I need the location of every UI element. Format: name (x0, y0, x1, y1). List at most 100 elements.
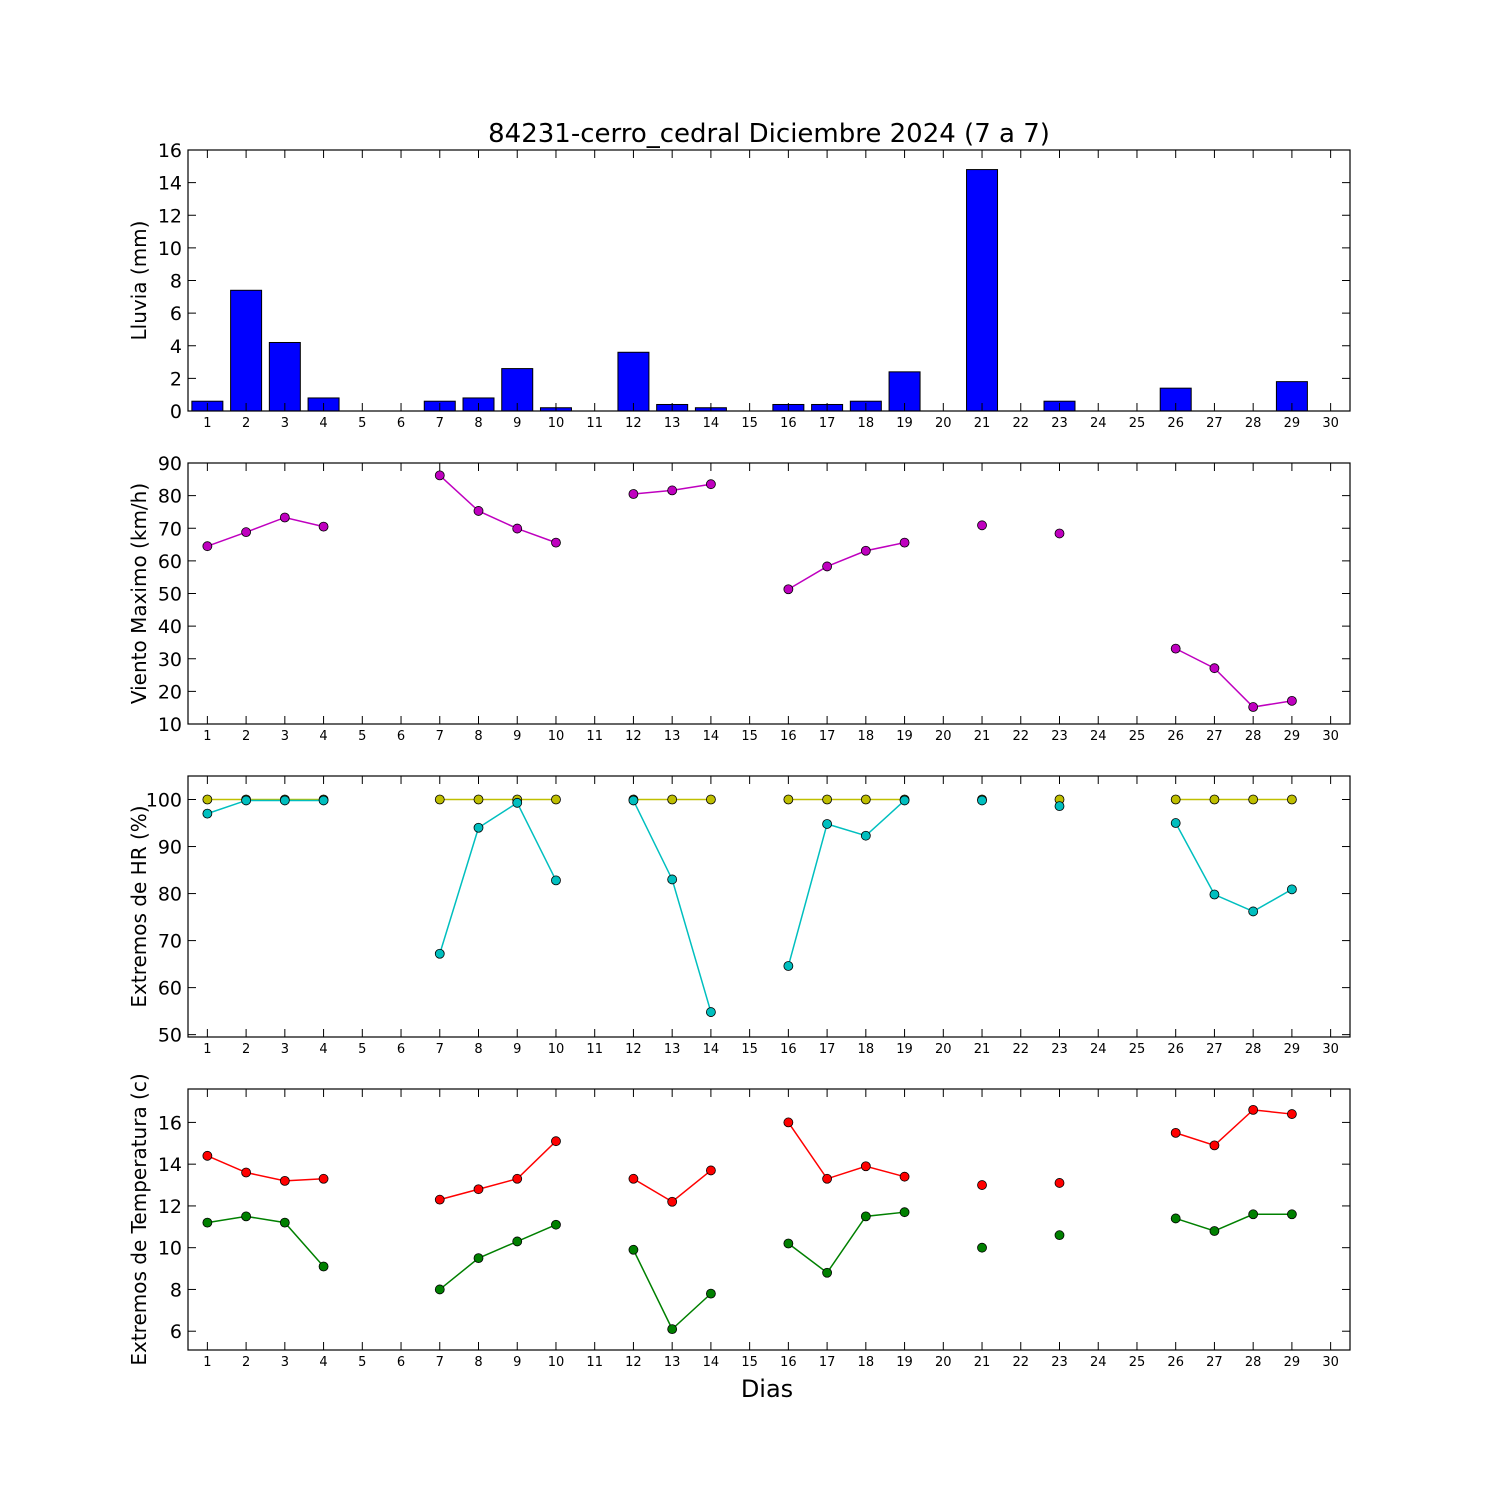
point-series-1-day-3 (279, 512, 290, 523)
xtick-label: 15 (741, 416, 758, 431)
ytick-label: 16 (158, 1112, 182, 1134)
xtick-label: 5 (358, 729, 366, 744)
series-1-line (439, 474, 557, 544)
xtick-label: 2 (242, 416, 250, 431)
point-series-2-day-10 (551, 1219, 561, 1230)
xtick-label: 28 (1245, 1042, 1262, 1057)
xtick-label: 27 (1206, 1042, 1223, 1057)
bar-day-2 (230, 289, 263, 412)
point-series-2-day-21 (977, 1242, 987, 1253)
ytick-label: 60 (158, 978, 182, 1000)
ytick-label: 70 (158, 518, 182, 540)
xtick-label: 17 (819, 416, 836, 431)
point-series-2-day-17 (822, 819, 832, 829)
xtick-label: 10 (548, 1042, 565, 1057)
point-series-1-day-27 (1209, 794, 1220, 805)
xtick-label: 30 (1322, 729, 1339, 744)
ytick-label: 6 (170, 1321, 182, 1343)
xtick-label: 21 (974, 729, 991, 744)
xtick-label: 25 (1129, 1042, 1146, 1057)
xtick-label: 15 (741, 1042, 758, 1057)
point-series-1-day-1 (202, 1150, 213, 1161)
plot-frame (187, 1088, 1351, 1351)
ytick-label: 70 (158, 931, 182, 953)
xtick-label: 11 (586, 729, 603, 744)
ytick-label: 10 (158, 714, 182, 736)
point-series-1-day-27 (1209, 1140, 1220, 1151)
point-series-1-day-28 (1248, 702, 1259, 712)
series-2-line (207, 799, 324, 815)
xtick-label: 26 (1167, 729, 1184, 744)
xtick-label: 14 (703, 729, 720, 744)
point-series-1-day-7 (434, 794, 445, 805)
xtick-label: 18 (858, 1042, 875, 1057)
point-series-1-day-12 (628, 489, 639, 499)
point-series-1-day-18 (860, 794, 871, 805)
series-2-line (1175, 1213, 1292, 1232)
ytick-label: 12 (158, 205, 182, 227)
xtick-label: 18 (858, 1355, 875, 1370)
series-2-line (787, 799, 906, 967)
xtick-label: 19 (896, 1355, 913, 1370)
xtick-label: 13 (664, 1355, 681, 1370)
point-series-1-day-13 (667, 1196, 678, 1207)
ytick-label: 10 (158, 1238, 182, 1260)
xtick-label: 19 (896, 416, 913, 431)
xtick-label: 29 (1284, 1355, 1301, 1370)
series-1-line (439, 1140, 557, 1201)
xtick-label: 9 (513, 729, 521, 744)
ytick-label: 80 (158, 884, 182, 906)
xtick-label: 14 (703, 1355, 720, 1370)
xtick-label: 30 (1322, 1355, 1339, 1370)
xtick-label: 6 (397, 1042, 405, 1057)
point-series-2-day-16 (783, 961, 794, 971)
xtick-label: 24 (1090, 416, 1107, 431)
series-1-line (207, 516, 324, 547)
xtick-label: 1 (203, 1355, 211, 1370)
point-series-1-day-9 (512, 523, 523, 534)
bar-day-21 (966, 169, 999, 412)
xtick-label: 28 (1245, 416, 1262, 431)
xtick-label: 26 (1167, 416, 1184, 431)
series-1-line (787, 541, 905, 590)
point-series-2-day-29 (1287, 1209, 1297, 1220)
point-series-2-day-18 (860, 830, 871, 841)
xtick-label: 15 (741, 729, 758, 744)
point-series-1-day-16 (783, 1117, 794, 1128)
y-axis-label: Extremos de HR (%) (127, 805, 151, 1007)
xtick-label: 7 (436, 1355, 444, 1370)
xtick-label: 20 (935, 729, 952, 744)
ytick-label: 14 (158, 173, 182, 195)
point-series-1-day-28 (1248, 794, 1259, 805)
xtick-label: 5 (358, 1042, 366, 1057)
point-series-2-day-29 (1287, 884, 1297, 895)
ytick-label: 50 (158, 1025, 182, 1047)
xtick-label: 22 (1012, 1355, 1029, 1370)
xtick-label: 18 (858, 729, 875, 744)
point-series-1-day-10 (551, 1136, 561, 1147)
point-series-2-day-23 (1054, 1230, 1065, 1241)
point-series-2-day-9 (512, 797, 523, 808)
xtick-label: 17 (819, 1042, 836, 1057)
point-series-1-day-26 (1170, 1127, 1181, 1138)
point-series-1-day-29 (1287, 794, 1297, 805)
point-series-1-day-13 (667, 794, 678, 805)
point-series-1-day-23 (1054, 528, 1065, 539)
plot-frame (187, 775, 1351, 1038)
panels: 84231-cerro_cedral Diciembre 2024 (7 a 7… (127, 119, 1351, 1403)
point-series-1-day-26 (1170, 643, 1181, 654)
xtick-label: 1 (203, 1042, 211, 1057)
ytick-label: 80 (158, 486, 182, 508)
xtick-label: 23 (1051, 416, 1068, 431)
series-1-line (787, 1121, 905, 1180)
point-series-1-day-16 (783, 584, 794, 595)
xtick-label: 30 (1322, 416, 1339, 431)
xtick-label: 29 (1284, 1042, 1301, 1057)
x-axis-label: Dias (741, 1375, 793, 1403)
point-series-2-day-14 (706, 1007, 716, 1017)
ytick-label: 20 (158, 681, 182, 703)
xtick-label: 11 (586, 1355, 603, 1370)
xtick-label: 13 (664, 416, 681, 431)
point-series-1-day-23 (1054, 1178, 1065, 1188)
point-series-2-day-19 (899, 795, 910, 806)
